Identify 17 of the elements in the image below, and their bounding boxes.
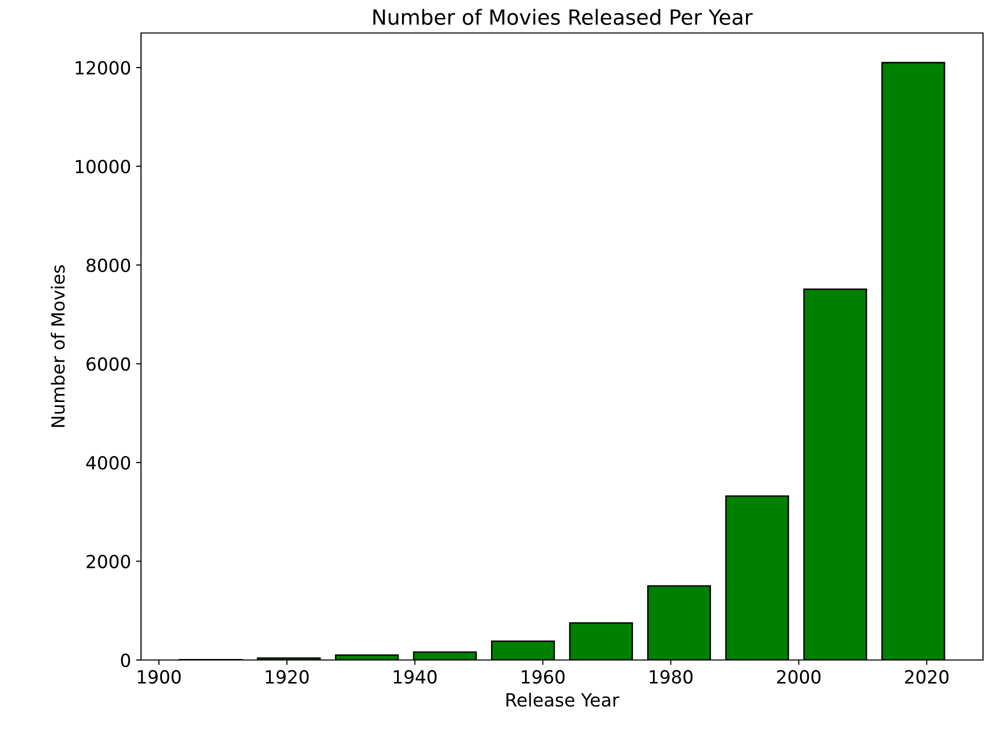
y-tick-label: 2000 <box>86 554 130 568</box>
x-tick-label: 1980 <box>650 670 693 684</box>
chart-title: Number of Movies Released Per Year <box>373 8 753 25</box>
x-tick-label: 1920 <box>266 670 309 684</box>
x-axis-title: Release Year <box>506 692 620 707</box>
x-tick-label: 2000 <box>777 670 821 684</box>
y-tick-label: 10000 <box>76 160 130 174</box>
y-tick-label: 4000 <box>86 456 130 470</box>
y-axis-title: Number of Movies <box>50 265 65 427</box>
y-tick-label: 8000 <box>86 258 130 272</box>
y-tick-label: 6000 <box>86 357 130 371</box>
x-tick-label: 1900 <box>138 670 181 684</box>
y-tick-label: 12000 <box>76 61 130 75</box>
x-tick-label: 1960 <box>522 670 565 684</box>
y-tick-label: 0 <box>120 653 130 668</box>
x-tick-label: 2020 <box>905 670 948 684</box>
x-tick-label: 1940 <box>394 670 437 684</box>
